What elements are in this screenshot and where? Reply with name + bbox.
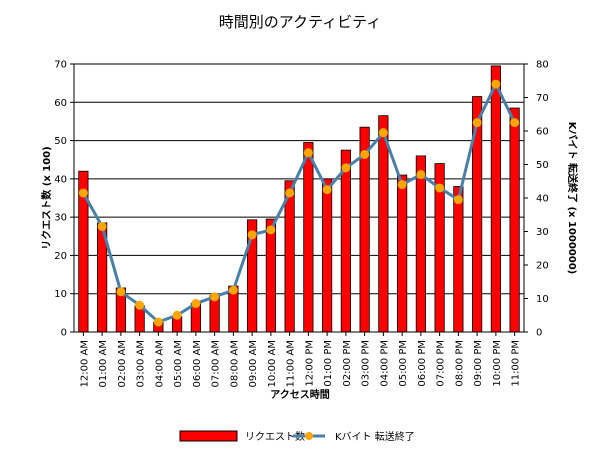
bar: [378, 115, 389, 333]
x-tick-label: 05:00 AM: [173, 340, 184, 387]
x-tick-label: 10:00 AM: [267, 340, 278, 387]
x-tick-label: 02:00 PM: [342, 340, 353, 387]
x-tick-label: 08:00 AM: [229, 340, 240, 387]
right-axis-ticks: 0 10 20 30 40 50 60 70 80: [524, 60, 549, 339]
bar: [509, 107, 520, 333]
line-point: [416, 170, 426, 180]
y-tick-label: 20: [54, 251, 67, 262]
x-tick-label: 08:00 PM: [454, 340, 465, 387]
line-point: [78, 188, 88, 198]
line-point: [285, 188, 295, 198]
x-tick-label: 11:00 AM: [286, 340, 297, 387]
y-tick-label: 0: [61, 328, 67, 339]
y2-tick-label: 40: [536, 194, 549, 205]
x-tick-label: 01:00 PM: [323, 340, 334, 387]
y2-tick-label: 20: [536, 261, 549, 272]
bar: [490, 65, 501, 333]
line-point: [322, 185, 332, 195]
line-point: [97, 221, 107, 231]
x-tick-label: 01:00 AM: [98, 340, 109, 387]
x-tick-label: 06:00 PM: [417, 340, 428, 387]
bar: [265, 218, 276, 333]
bar: [453, 186, 464, 333]
x-tick-label: 04:00 AM: [154, 340, 165, 387]
line-series: [78, 79, 520, 327]
line-point: [135, 300, 145, 310]
line-point: [266, 225, 276, 235]
x-tick-label: 07:00 PM: [436, 340, 447, 387]
x-tick-label: 04:00 PM: [379, 340, 390, 387]
line-point: [153, 317, 163, 327]
y-axis-label: リクエスト数 (x 100): [40, 146, 53, 249]
line-point: [378, 128, 388, 138]
legend-label-kbytes: Kバイト 転送終了: [335, 430, 415, 443]
bar: [340, 149, 351, 333]
bar: [303, 142, 314, 333]
line-point: [341, 163, 351, 173]
legend-marker-swatch: [305, 432, 313, 440]
x-tick-label: 12:00 AM: [79, 340, 90, 387]
bar: [397, 174, 408, 333]
y-tick-label: 10: [54, 289, 67, 300]
line-point: [472, 118, 482, 128]
y-tick-label: 30: [54, 213, 67, 224]
y2-axis-label: Kバイト 転送終了 (x 1000000): [566, 122, 579, 275]
line-point: [191, 299, 201, 309]
line-point: [453, 195, 463, 205]
y-tick-label: 40: [54, 174, 67, 185]
left-axis-ticks: 0 10 20 30 40 50 60 70: [54, 60, 74, 339]
y2-tick-label: 80: [536, 60, 549, 71]
bar: [415, 155, 426, 333]
x-tick-label: 03:00 AM: [136, 340, 147, 387]
x-tick-label: 02:00 AM: [117, 340, 128, 387]
x-tick-label: 09:00 AM: [248, 340, 259, 387]
kbytes-line: [82, 80, 516, 324]
x-axis-ticks: 12:00 AM 01:00 AM 02:00 AM 03:00 AM 04:00 AM…: [79, 332, 522, 387]
x-tick-label: 10:00 PM: [492, 340, 503, 387]
y-tick-label: 60: [54, 98, 67, 109]
x-tick-label: 07:00 AM: [211, 340, 222, 387]
line-point: [435, 183, 445, 193]
y2-tick-label: 10: [536, 294, 549, 305]
line-point: [172, 310, 182, 320]
x-tick-label: 12:00 PM: [304, 340, 315, 387]
x-tick-label: 05:00 PM: [398, 340, 409, 387]
y2-tick-label: 0: [536, 328, 542, 339]
line-point: [397, 180, 407, 190]
x-tick-label: 03:00 PM: [361, 340, 372, 387]
x-tick-label: 09:00 PM: [473, 340, 484, 387]
line-point: [491, 79, 501, 89]
line-point: [247, 230, 257, 240]
legend-label-requests: リクエスト数: [245, 430, 305, 443]
y2-tick-label: 50: [536, 160, 549, 171]
x-tick-label: 11:00 PM: [511, 340, 522, 387]
y-tick-label: 70: [54, 60, 67, 71]
line-point: [116, 287, 126, 297]
y2-tick-label: 30: [536, 227, 549, 238]
legend-bar-swatch: [179, 430, 238, 442]
y2-tick-label: 70: [536, 93, 549, 104]
chart-title: 時間別のアクティビティ: [219, 13, 381, 31]
bar-series: [78, 65, 520, 333]
line-point: [360, 149, 370, 159]
bar: [322, 178, 333, 333]
line-point: [303, 148, 313, 158]
line-point: [210, 292, 220, 302]
y2-tick-label: 60: [536, 127, 549, 138]
line-point: [228, 285, 238, 295]
bar: [284, 180, 295, 333]
y-tick-label: 50: [54, 136, 67, 147]
grid-lines: [74, 63, 524, 295]
legend: リクエスト数 Kバイト 転送終了: [179, 430, 415, 443]
x-tick-label: 06:00 AM: [192, 340, 203, 387]
line-point: [510, 118, 520, 128]
x-axis-label: アクセス時間: [270, 388, 330, 401]
